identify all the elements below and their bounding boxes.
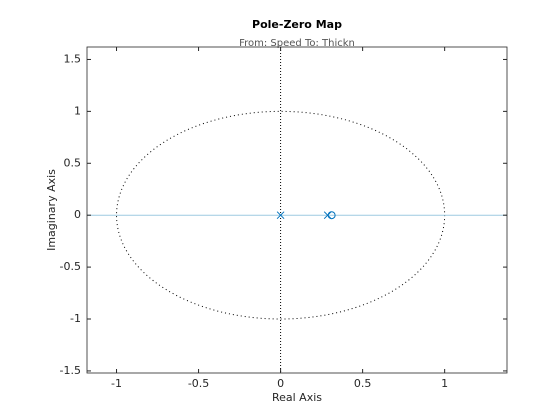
y-tick-label: 0.5 xyxy=(64,156,82,169)
chart-title: Pole-Zero Map xyxy=(252,18,342,31)
pole-marker xyxy=(276,211,285,220)
y-axis-label: Imaginary Axis xyxy=(45,169,58,251)
y-tick-label: 0 xyxy=(74,208,81,221)
zero-marker xyxy=(327,211,336,220)
y-tick-label: -0.5 xyxy=(60,260,81,273)
unit-circle xyxy=(116,110,446,320)
y-tick-label: 1 xyxy=(74,104,81,117)
x-tick-label: -0.5 xyxy=(188,377,209,390)
plot-frame xyxy=(86,46,508,374)
x-tick-label: 1 xyxy=(441,377,448,390)
y-tick-label: -1.5 xyxy=(60,364,81,377)
x-tick-label: -1 xyxy=(111,377,122,390)
x-axis-label: Real Axis xyxy=(272,391,322,404)
y-tick-label: -1 xyxy=(70,312,81,325)
x-tick-label: 0.5 xyxy=(354,377,372,390)
x-tick-label: 0 xyxy=(277,377,284,390)
y-tick-label: 1.5 xyxy=(64,52,82,65)
chart-subtitle: From: Speed To: Thickn xyxy=(239,38,355,49)
